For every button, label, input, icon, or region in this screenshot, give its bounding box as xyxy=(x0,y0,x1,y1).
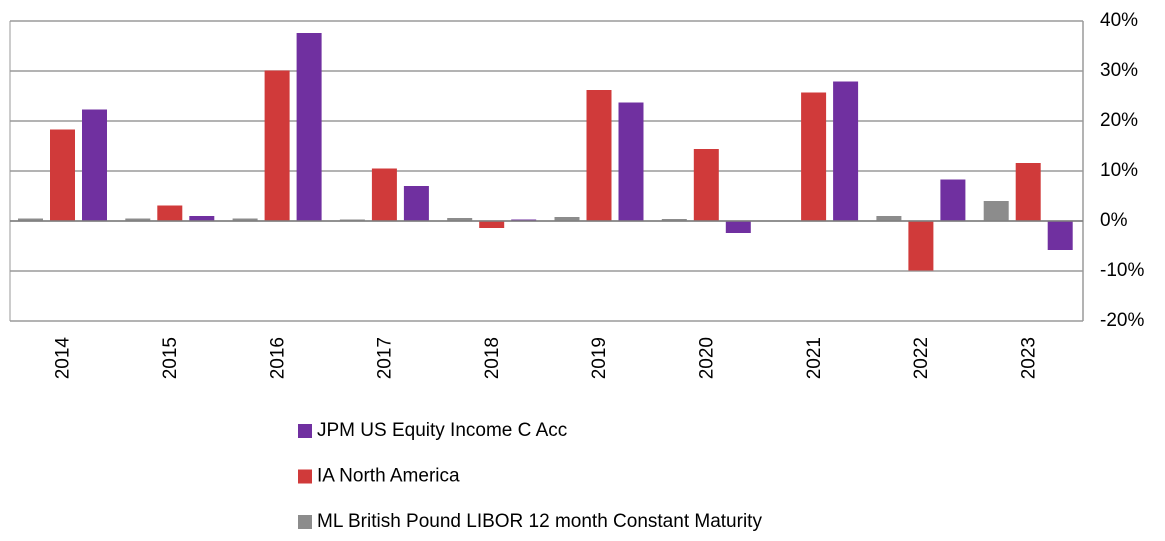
x-tick-label: 2016 xyxy=(267,337,288,379)
y-tick-label: 10% xyxy=(1100,160,1138,181)
x-tick-label: 2015 xyxy=(160,337,181,379)
bar xyxy=(876,216,902,221)
x-tick-label: 2018 xyxy=(482,337,503,379)
x-tick-label: 2020 xyxy=(696,337,717,379)
y-tick-label: 40% xyxy=(1100,10,1138,31)
bar xyxy=(447,218,473,221)
bar xyxy=(725,221,751,233)
bar xyxy=(264,70,290,221)
bar xyxy=(157,205,183,221)
bar xyxy=(18,218,43,221)
bar xyxy=(189,216,215,221)
bar xyxy=(232,218,258,221)
bar xyxy=(618,102,644,221)
bar xyxy=(833,81,859,221)
x-tick-label: 2022 xyxy=(911,337,932,379)
bar xyxy=(1015,163,1041,221)
x-tick-label: 2023 xyxy=(1018,337,1039,379)
bar xyxy=(82,109,107,221)
x-tick-label: 2019 xyxy=(589,337,610,379)
legend-swatch xyxy=(298,424,312,438)
bar xyxy=(1047,221,1073,250)
y-tick-label: -10% xyxy=(1100,260,1144,281)
x-tick-label: 2014 xyxy=(53,337,74,380)
y-tick-label: 0% xyxy=(1100,210,1128,231)
bar xyxy=(125,218,151,221)
y-tick-label: -20% xyxy=(1100,310,1144,331)
y-tick-label: 20% xyxy=(1100,110,1138,131)
legend-label: IA North America xyxy=(317,466,460,487)
legend-label: JPM US Equity Income C Acc xyxy=(317,420,567,441)
bar xyxy=(479,221,505,228)
bar xyxy=(586,90,612,221)
bar xyxy=(983,201,1009,221)
bar xyxy=(50,129,75,221)
bar xyxy=(296,33,322,221)
bar xyxy=(554,217,580,221)
bar xyxy=(908,221,934,271)
bar xyxy=(940,179,966,221)
legend-swatch xyxy=(298,469,312,484)
y-tick-label: 30% xyxy=(1100,60,1138,81)
bar xyxy=(403,186,429,221)
bar xyxy=(371,168,397,221)
x-tick-label: 2017 xyxy=(375,337,396,379)
bar xyxy=(801,92,827,221)
bar xyxy=(661,219,687,221)
x-tick-label: 2021 xyxy=(804,337,825,379)
bar xyxy=(693,149,719,221)
legend-label: ML British Pound LIBOR 12 month Constant… xyxy=(317,511,762,532)
legend-swatch xyxy=(298,515,312,529)
